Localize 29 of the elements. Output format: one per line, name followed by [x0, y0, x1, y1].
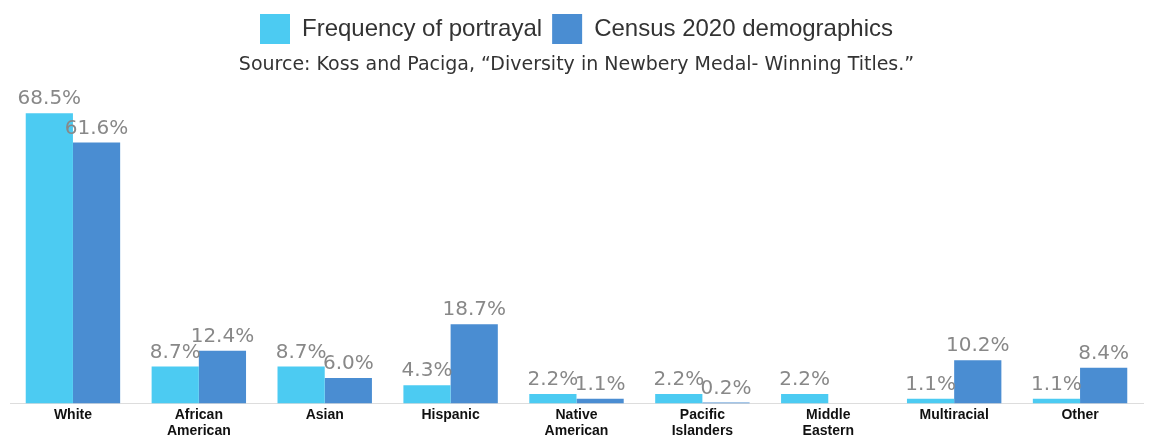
data-label: 2.2%: [779, 366, 831, 391]
x-tick-label: Other: [1061, 405, 1100, 422]
data-label: 8.4%: [1078, 340, 1130, 365]
x-tick-label: Multiracial: [919, 405, 989, 422]
source-note: Source: Koss and Paciga, “Diversity in Newbery Medal- Winning Titles.”: [238, 52, 915, 75]
x-tick-label: Pacific Islanders: [671, 405, 734, 439]
x-tick-label: Asian: [305, 405, 344, 422]
legend-label: Frequency of portrayal: [302, 13, 543, 41]
x-tick-label: Hispanic: [421, 405, 480, 422]
bar: [954, 360, 1002, 404]
x-tick-label: Native American: [544, 405, 609, 439]
bar: [72, 142, 121, 404]
data-label: 68.5%: [17, 85, 82, 110]
legend-label: Census 2020 demographics: [594, 13, 893, 41]
bar: [781, 394, 829, 404]
bar: [403, 385, 451, 404]
bar: [277, 366, 325, 404]
bar: [151, 366, 199, 404]
x-tick-label: African American: [166, 405, 231, 439]
bar: [198, 350, 247, 404]
bar: [324, 377, 372, 404]
x-tick-label: Middle Eastern: [802, 405, 854, 439]
bar: [450, 324, 498, 404]
bar: [655, 394, 703, 404]
bar: [529, 394, 577, 404]
bar: [1080, 367, 1128, 404]
x-tick-label: White: [53, 405, 93, 422]
data-label: 18.7%: [442, 296, 506, 321]
data-label: 10.2%: [946, 332, 1010, 357]
